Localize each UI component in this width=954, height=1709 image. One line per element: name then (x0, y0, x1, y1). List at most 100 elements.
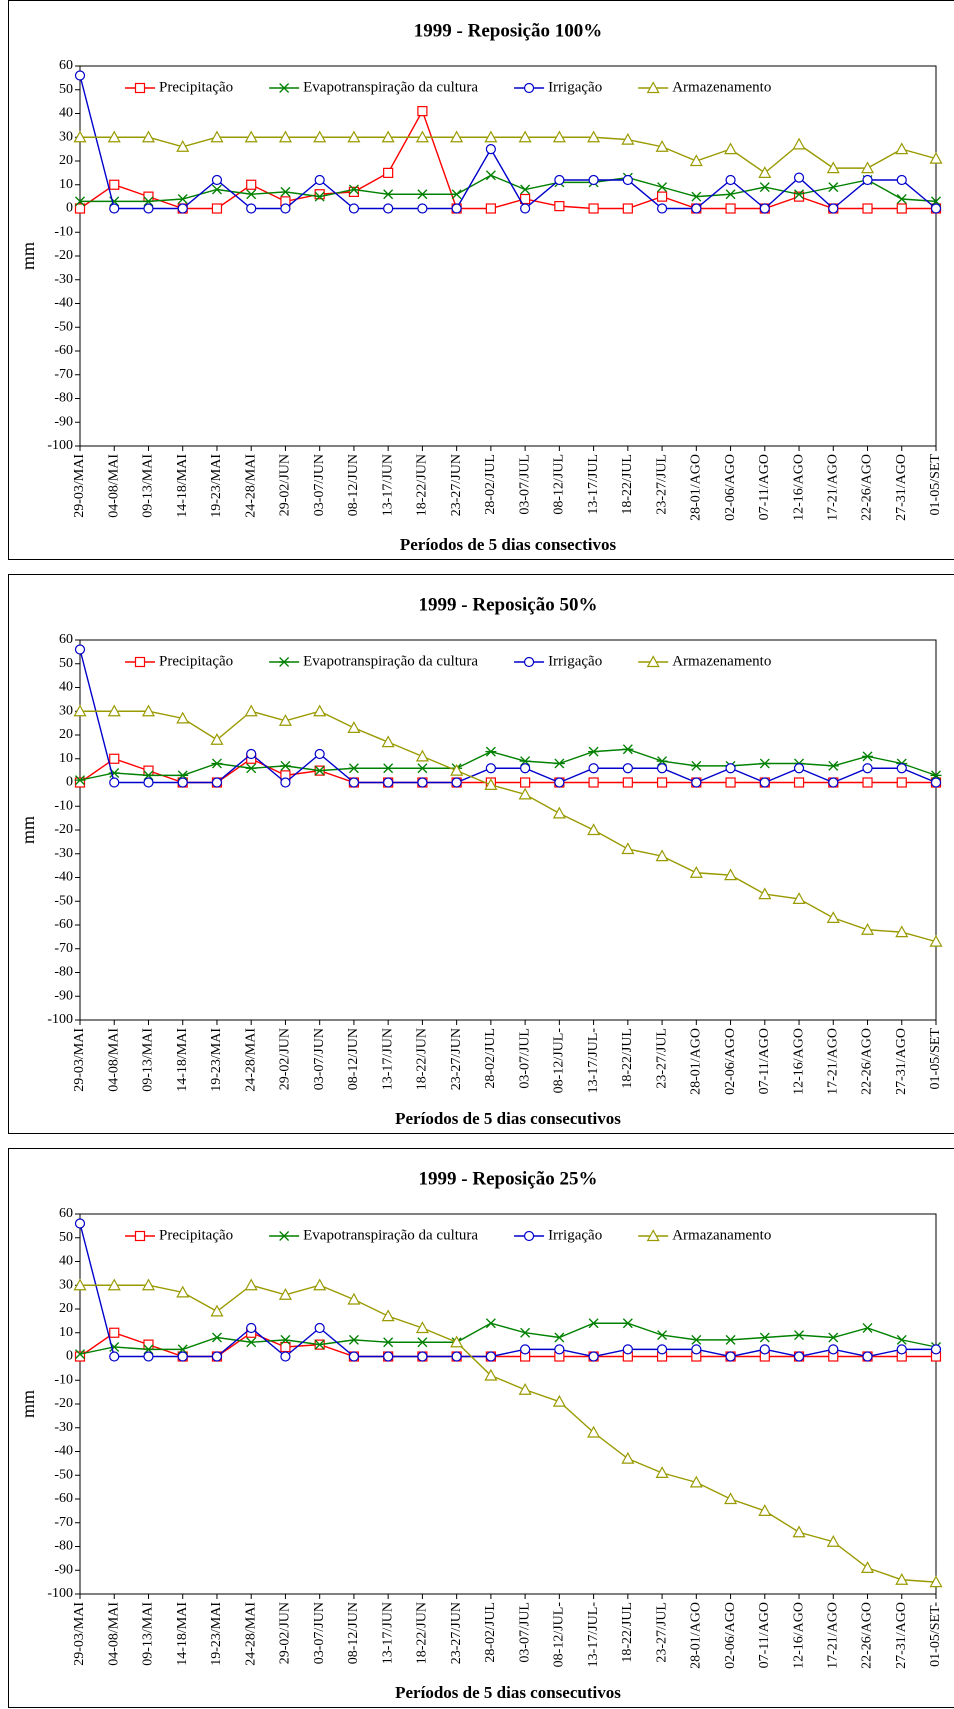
marker (862, 763, 873, 774)
x-tick-label: 04-08/MAI (106, 454, 121, 518)
marker (759, 182, 770, 193)
marker (587, 130, 601, 143)
marker (520, 777, 531, 788)
marker-stroke (588, 1318, 599, 1329)
marker (107, 130, 121, 143)
x-tick-label: 03-07/JUL (517, 1602, 532, 1663)
marker (246, 1337, 257, 1348)
marker (109, 179, 120, 190)
marker (314, 191, 325, 202)
marker (622, 777, 633, 788)
marker-stroke (314, 191, 325, 202)
x-tick-label: 23-27/JUL (654, 1602, 669, 1663)
marker (143, 765, 154, 776)
series-line (79, 1322, 937, 1355)
marker (793, 172, 805, 183)
marker-stroke (794, 1330, 804, 1341)
marker (109, 203, 120, 214)
x-tick-label: 18-22/JUL (620, 454, 635, 515)
y-tick-label: -80 (54, 965, 73, 980)
marker-stroke (451, 189, 462, 200)
marker (383, 189, 394, 200)
marker (177, 1344, 188, 1355)
marker (828, 1332, 839, 1343)
marker (383, 203, 394, 214)
panel-border (8, 574, 954, 1134)
x-tick-label: 01-05/SET- (928, 1602, 943, 1667)
marker (520, 203, 531, 214)
marker-stroke (212, 184, 222, 195)
legend-item: Irrigação (514, 79, 602, 95)
marker (588, 763, 599, 774)
marker (211, 1351, 223, 1362)
marker (656, 777, 668, 788)
marker (383, 777, 394, 788)
x-tick-label: 02-06/AGO (723, 1602, 738, 1669)
plot-area (79, 639, 937, 1021)
y-tick-label: -60 (54, 917, 73, 932)
y-tick-label: 20 (59, 1301, 73, 1316)
marker (107, 704, 121, 717)
marker (587, 1425, 601, 1438)
marker (348, 203, 360, 214)
marker (73, 130, 87, 143)
marker (417, 189, 428, 200)
marker (861, 1561, 875, 1573)
marker (588, 174, 599, 186)
marker (896, 1334, 907, 1345)
marker (689, 866, 703, 878)
panel-border (8, 1148, 954, 1708)
y-tick-label: -10 (54, 224, 73, 239)
marker-stroke (828, 1332, 839, 1343)
x-tick-label: 03-07/JUL (517, 1028, 532, 1089)
y-tick-label: -100 (47, 1012, 73, 1027)
marker-stroke (862, 1323, 873, 1333)
y-tick-label: -70 (54, 941, 73, 956)
marker (348, 184, 359, 195)
marker (588, 1318, 599, 1329)
marker-stroke (725, 1334, 736, 1345)
x-tick-label: 08-12/JUN (346, 1028, 361, 1090)
y-tick-label: -20 (54, 248, 73, 263)
x-tick-label: 14-18/MAI (175, 1028, 190, 1092)
marker (415, 1321, 429, 1334)
x-tick-label: 07-11/AGO (757, 454, 772, 520)
marker (554, 1344, 565, 1355)
marker (347, 1292, 361, 1305)
marker (177, 777, 188, 788)
marker (588, 203, 599, 214)
marker-stroke (177, 1344, 188, 1355)
marker (552, 806, 566, 819)
x-tick-label: 19-23/MAI (209, 1028, 224, 1092)
marker (826, 161, 840, 174)
y-tick-label: -90 (54, 1562, 73, 1577)
marker (314, 174, 325, 186)
marker (210, 130, 224, 143)
x-axis-label: Períodos de 5 dias consecutivos (395, 1109, 621, 1128)
marker (792, 137, 806, 150)
x-tick-label: 08-12/JUN (346, 454, 361, 516)
chart-title: 1999 - Reposição 25% (419, 1168, 598, 1189)
y-tick-label: 50 (59, 82, 73, 97)
marker (177, 1351, 188, 1362)
marker (724, 868, 738, 881)
y-tick-label: -10 (54, 1372, 73, 1387)
marker (691, 191, 702, 202)
y-tick-label: 10 (59, 751, 73, 766)
marker (656, 756, 668, 767)
marker (279, 760, 291, 771)
x-tick-label: 29-02/JUN (278, 1028, 293, 1090)
marker-stroke (246, 189, 257, 200)
legend-item: Precipitação (125, 1227, 233, 1243)
marker (725, 174, 736, 186)
marker-stroke (657, 1330, 668, 1341)
marker (862, 777, 873, 788)
marker (758, 887, 772, 900)
x-tick-label: 01-05/SET (928, 454, 943, 516)
marker (896, 763, 907, 774)
marker (691, 1344, 702, 1355)
marker (246, 189, 257, 200)
marker (280, 1334, 291, 1345)
marker (314, 748, 325, 760)
